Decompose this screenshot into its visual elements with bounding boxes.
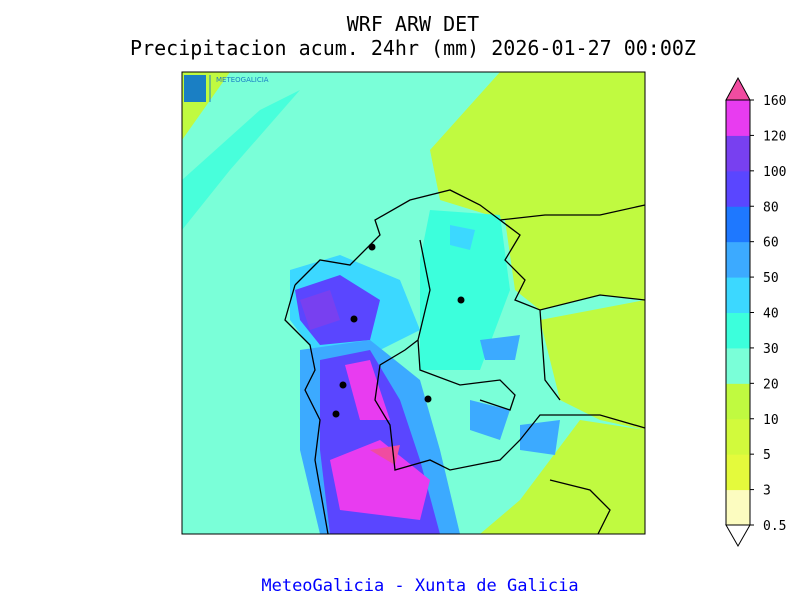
title: WRF ARW DET <box>347 12 479 36</box>
colorbar-label: 50 <box>763 271 779 286</box>
colorbar-over <box>725 76 751 101</box>
colorbar-label: 20 <box>763 377 779 392</box>
colorbar: 0.5 3 5 10 20 30 40 50 60 80 100 120 160 <box>725 76 786 548</box>
colorbar-segment <box>726 418 750 455</box>
colorbar-segment <box>726 383 750 420</box>
colorbar-segment <box>726 206 750 243</box>
footer: MeteoGalicia - Xunta de Galicia <box>261 576 578 596</box>
colorbar-segment <box>726 489 750 526</box>
logo-text: METEOGALICIA <box>216 76 269 84</box>
colorbar-label: 60 <box>763 236 779 251</box>
colorbar-label: 5 <box>763 448 771 463</box>
colorbar-label: 10 <box>763 413 779 428</box>
colorbar-segment <box>726 135 750 172</box>
colorbar-label: 3 <box>763 484 771 499</box>
colorbar-segment <box>726 454 750 491</box>
colorbar-label: 100 <box>763 165 786 180</box>
colorbar-under <box>725 524 751 548</box>
colorbar-label: 80 <box>763 200 779 215</box>
map: METEOGALICIA <box>181 71 646 535</box>
colorbar-segment <box>726 170 750 207</box>
colorbar-label: 30 <box>763 342 779 357</box>
colorbar-label: 0.5 <box>763 519 786 534</box>
colorbar-segment <box>726 312 750 349</box>
colorbar-segment <box>726 347 750 384</box>
colorbar-segment <box>726 100 750 136</box>
colorbar-segment <box>726 277 750 313</box>
colorbar-segment <box>726 241 750 278</box>
subtitle: Precipitacion acum. 24hr (mm) 2026-01-27… <box>130 36 696 60</box>
colorbar-label: 40 <box>763 307 779 322</box>
colorbar-label: 160 <box>763 94 786 109</box>
colorbar-label: 120 <box>763 129 786 144</box>
